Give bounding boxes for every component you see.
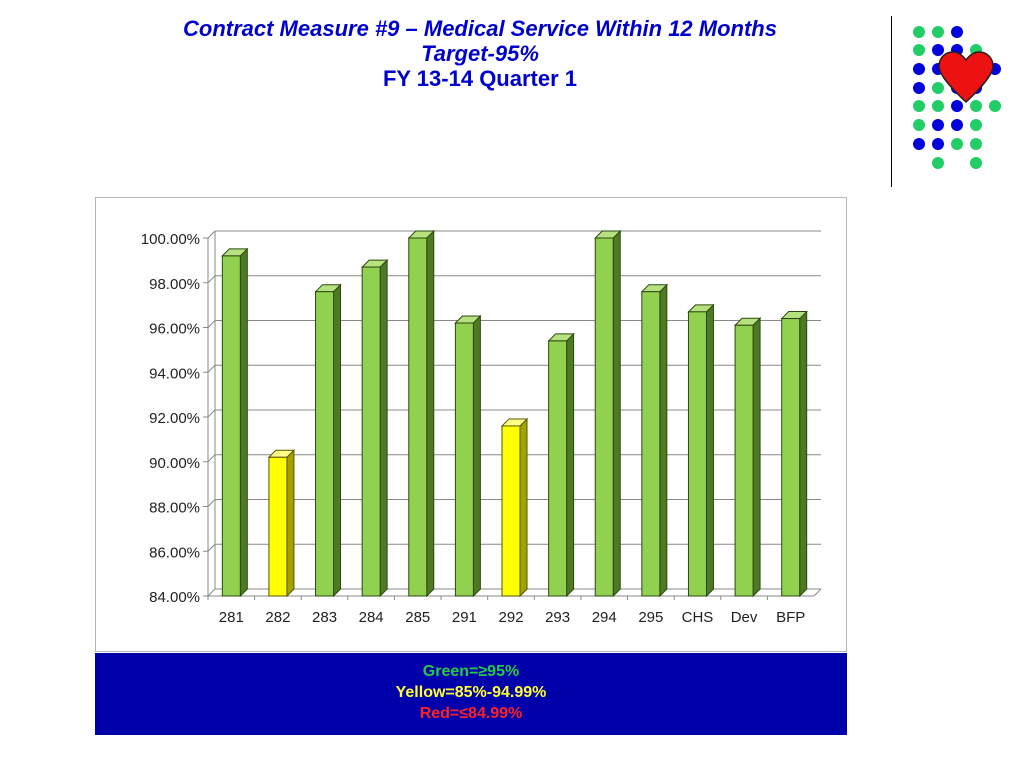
x-tick-label: 285 — [405, 609, 430, 626]
gridline-side — [207, 230, 216, 239]
chart-frame: 84.00% 86.00% 88.00% 90.00% 92.00% 94.00% 96.0… — [95, 197, 847, 652]
y-tick-label: 92.00% — [149, 410, 200, 427]
bar-side-284 — [379, 258, 388, 598]
gridline-side — [207, 454, 216, 463]
bar-284 — [361, 266, 381, 597]
bar-295 — [641, 291, 661, 597]
heart-shape — [938, 51, 994, 104]
x-tick-label: 283 — [312, 609, 337, 626]
title-line-2: Target-95% — [421, 41, 539, 66]
x-tick-label: 291 — [452, 609, 477, 626]
bar-side-BFP — [799, 310, 808, 598]
bar-CHS — [687, 311, 707, 597]
legend-box: Green=≥95% Yellow=85%-94.99% Red=≤84.99% — [95, 653, 847, 735]
y-tick-label: 100.00% — [141, 231, 200, 248]
gridline-side — [207, 499, 216, 507]
bar-BFP — [781, 318, 801, 597]
title-line-1: Contract Measure #9 – Medical Service Wi… — [183, 16, 777, 41]
divider-line — [891, 16, 892, 187]
bar-285 — [408, 237, 428, 597]
gridline-side — [207, 588, 216, 597]
bar-side-293 — [566, 332, 575, 598]
bar-283 — [315, 291, 335, 597]
x-tick-label: 293 — [545, 609, 570, 626]
legend-yellow: Yellow=85%-94.99% — [395, 684, 547, 701]
floor-edge — [813, 588, 822, 597]
x-tick-label: 282 — [265, 609, 290, 626]
bar-side-281 — [239, 247, 248, 598]
y-tick-label: 90.00% — [149, 455, 200, 472]
bar-293 — [548, 340, 568, 597]
bar-281 — [221, 255, 241, 597]
y-tick-label: 86.00% — [149, 544, 200, 561]
gridline-side — [207, 364, 216, 373]
bar-side-291 — [472, 314, 481, 598]
y-tick-label: 98.00% — [149, 276, 200, 293]
x-tick-label: 284 — [359, 609, 384, 626]
bar-side-Dev — [752, 317, 761, 598]
bar-Dev — [734, 324, 754, 597]
x-tick-label: 281 — [219, 609, 244, 626]
gridline-side — [207, 543, 216, 552]
bar-side-285 — [426, 229, 435, 598]
gridline-side — [207, 320, 216, 328]
bar-side-282 — [286, 449, 295, 598]
y-tick-label: 96.00% — [149, 321, 200, 338]
bar-282 — [268, 456, 288, 597]
bar-side-CHS — [705, 303, 714, 598]
title-line-3: FY 13-14 Quarter 1 — [382, 66, 578, 91]
x-tick-label: 294 — [592, 609, 617, 626]
slide-title: Contract Measure #9 – Medical Service Wi… — [100, 16, 860, 91]
bar-side-283 — [333, 283, 342, 598]
x-tick-label: Dev — [731, 609, 758, 626]
heart-logo-icon — [913, 26, 1001, 169]
x-tick-label: BFP — [776, 609, 805, 626]
gridline-side — [207, 409, 216, 418]
bar-chart: 84.00% 86.00% 88.00% 90.00% 92.00% 94.00% 96.0… — [141, 229, 822, 626]
bar-side-295 — [659, 283, 668, 598]
x-tick-label: 292 — [498, 609, 523, 626]
x-tick-label: CHS — [682, 609, 714, 626]
y-tick-label: 84.00% — [149, 589, 200, 606]
dot-grid — [913, 26, 1001, 169]
bar-291 — [454, 322, 474, 597]
bar-292 — [501, 425, 521, 597]
bar-294 — [594, 237, 614, 597]
bar-side-292 — [519, 417, 528, 598]
legend-red: Red=≤84.99% — [419, 705, 523, 722]
legend-green: Green=≥95% — [422, 663, 520, 680]
gridline-side — [207, 275, 216, 284]
y-tick-label: 88.00% — [149, 500, 200, 517]
x-tick-label: 295 — [638, 609, 663, 626]
bar-side-294 — [612, 229, 621, 598]
y-tick-label: 94.00% — [149, 365, 200, 382]
